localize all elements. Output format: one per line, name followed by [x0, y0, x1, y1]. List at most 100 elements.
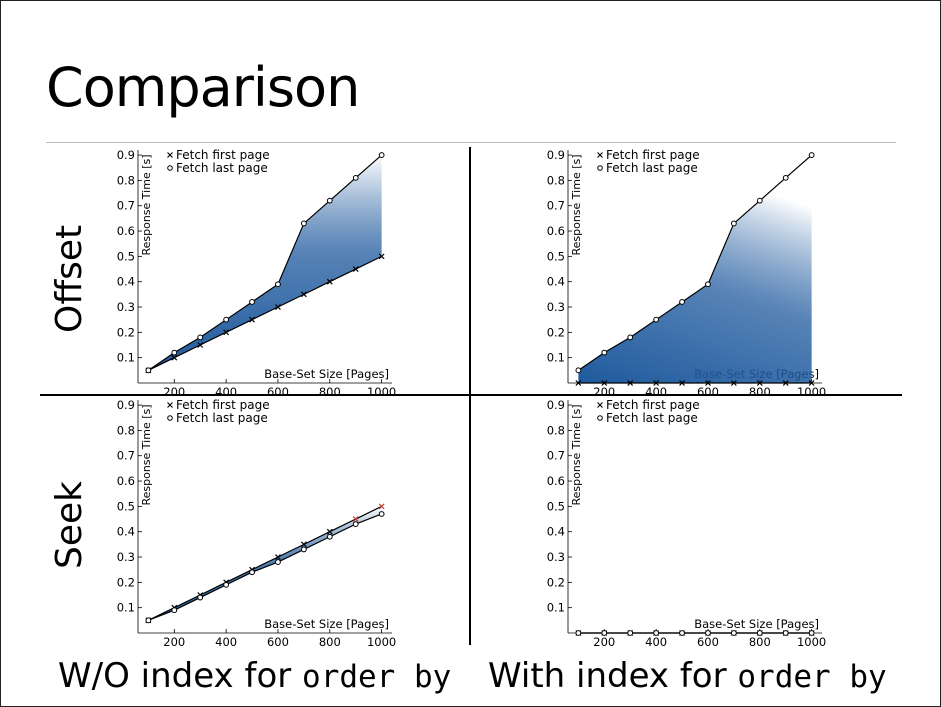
legend-marker-fetch-last-page [167, 415, 173, 421]
marker-fetch-first-page [575, 380, 582, 386]
legend-marker-fetch-last-page [597, 165, 603, 171]
series-line-fetch-last-page [148, 513, 382, 621]
y-tick-label: 0.5 [547, 249, 565, 263]
x-tick-label: 1000 [797, 385, 826, 399]
marker-fetch-last-page [756, 630, 763, 636]
y-tick-label: 0.2 [547, 575, 565, 589]
marker-fetch-last-page [575, 630, 582, 636]
marker-fetch-last-page [197, 334, 204, 341]
legend-label-fetch-first-page: Fetch first page [606, 398, 700, 412]
area-fill [148, 155, 382, 371]
column-label-with-index: With index for order by [488, 656, 887, 696]
marker-fetch-first-page [679, 380, 685, 386]
legend-marker-fetch-first-page [167, 152, 173, 158]
marker-fetch-last-page [601, 349, 608, 356]
x-tick-label: 200 [593, 635, 615, 649]
marker-fetch-last-page [679, 630, 685, 636]
x-tick-label: 1000 [797, 635, 826, 649]
y-tick-label: 0.3 [117, 550, 135, 564]
marker-fetch-first-page [249, 316, 255, 323]
series-line-fetch-first-page [148, 505, 382, 621]
marker-fetch-last-page [378, 152, 385, 158]
marker-fetch-last-page [300, 546, 307, 553]
marker-fetch-first-page [275, 554, 281, 560]
y-tick-label: 0.7 [547, 199, 565, 213]
y-tick-label: 0.1 [547, 601, 565, 615]
x-tick-label: 600 [697, 385, 719, 399]
y-tick-label: 0.4 [547, 275, 565, 289]
marker-fetch-first-page [326, 278, 333, 285]
slide-title: Comparison [46, 56, 360, 119]
column-label-without-index: W/O index for order by [58, 656, 451, 696]
y-tick-label: 0.1 [117, 601, 135, 615]
y-tick-label: 0.1 [117, 351, 135, 365]
column-label-code: order by [302, 659, 452, 695]
y-tick-label: 0.5 [117, 249, 135, 263]
marker-fetch-last-page [352, 521, 359, 527]
y-tick-label: 0.6 [117, 224, 135, 238]
legend-label-fetch-last-page: Fetch last page [176, 411, 268, 425]
marker-fetch-last-page [575, 367, 582, 374]
y-tick-label: 0.7 [547, 449, 565, 463]
marker-fetch-first-page [352, 266, 359, 272]
marker-fetch-last-page [601, 630, 608, 636]
y-tick-label: 0.3 [117, 300, 135, 314]
marker-fetch-first-page [300, 291, 307, 298]
x-tick-label: 800 [749, 385, 771, 399]
legend-marker-fetch-first-page [167, 402, 173, 408]
area-fill [578, 155, 812, 383]
marker-fetch-first-page [627, 380, 634, 386]
x-tick-label: 400 [645, 635, 667, 649]
x-tick-label: 800 [319, 635, 341, 649]
y-tick-label: 0.9 [117, 148, 135, 162]
legend-marker-fetch-first-page [597, 152, 603, 158]
marker-fetch-first-page [601, 380, 608, 386]
marker-fetch-last-page [171, 349, 178, 356]
marker-fetch-last-page [326, 197, 333, 204]
legend-label-fetch-first-page: Fetch first page [176, 148, 270, 162]
x-tick-label: 1000 [367, 635, 396, 649]
marker-fetch-last-page [756, 197, 763, 204]
y-axis-label: Response Time [s] [570, 154, 583, 255]
marker-fetch-first-page [782, 380, 789, 386]
marker-fetch-last-page [171, 607, 178, 614]
y-axis-label: Response Time [s] [140, 404, 153, 505]
column-label-code: order by [737, 659, 887, 695]
marker-fetch-last-page [730, 220, 737, 227]
series-line-fetch-last-page [578, 154, 813, 371]
legend-marker-fetch-first-page [597, 402, 603, 408]
marker-fetch-last-page [627, 630, 634, 636]
marker-fetch-last-page [326, 533, 333, 540]
marker-fetch-last-page [378, 511, 385, 517]
grid-divider-horizontal [40, 394, 902, 396]
y-tick-label: 0.7 [117, 449, 135, 463]
marker-fetch-first-page [653, 380, 660, 386]
y-tick-label: 0.4 [547, 525, 565, 539]
marker-fetch-last-page [730, 630, 737, 636]
x-tick-label: 400 [215, 635, 237, 649]
marker-fetch-first-page [326, 528, 333, 535]
y-tick-label: 0.8 [117, 173, 135, 187]
marker-fetch-first-page [352, 516, 359, 522]
y-tick-label: 0.4 [117, 525, 135, 539]
legend-label-fetch-last-page: Fetch last page [606, 411, 698, 425]
marker-fetch-first-page [808, 380, 815, 386]
chart-panel-0: 0.1 0.2 0.3 0.4 0.5 0.6 0.7 0.8 0.9 200 400 600 800 1… [117, 148, 397, 399]
x-axis-label: Base-Set Size [Pages] [694, 617, 819, 631]
marker-fetch-first-page [300, 541, 307, 548]
marker-fetch-last-page [249, 299, 255, 305]
y-axis-label: Response Time [s] [570, 404, 583, 505]
marker-fetch-last-page [275, 559, 281, 565]
y-tick-label: 0.3 [547, 300, 565, 314]
x-tick-label: 1000 [367, 385, 396, 399]
y-tick-label: 0.6 [547, 474, 565, 488]
legend-label-fetch-last-page: Fetch last page [606, 161, 698, 175]
marker-fetch-last-page [145, 367, 152, 374]
marker-fetch-last-page [249, 569, 255, 576]
marker-fetch-last-page [653, 630, 660, 636]
y-axis-label: Response Time [s] [140, 154, 153, 255]
legend-marker-fetch-last-page [167, 165, 173, 171]
x-tick-label: 400 [215, 385, 237, 399]
marker-fetch-last-page [705, 630, 711, 636]
